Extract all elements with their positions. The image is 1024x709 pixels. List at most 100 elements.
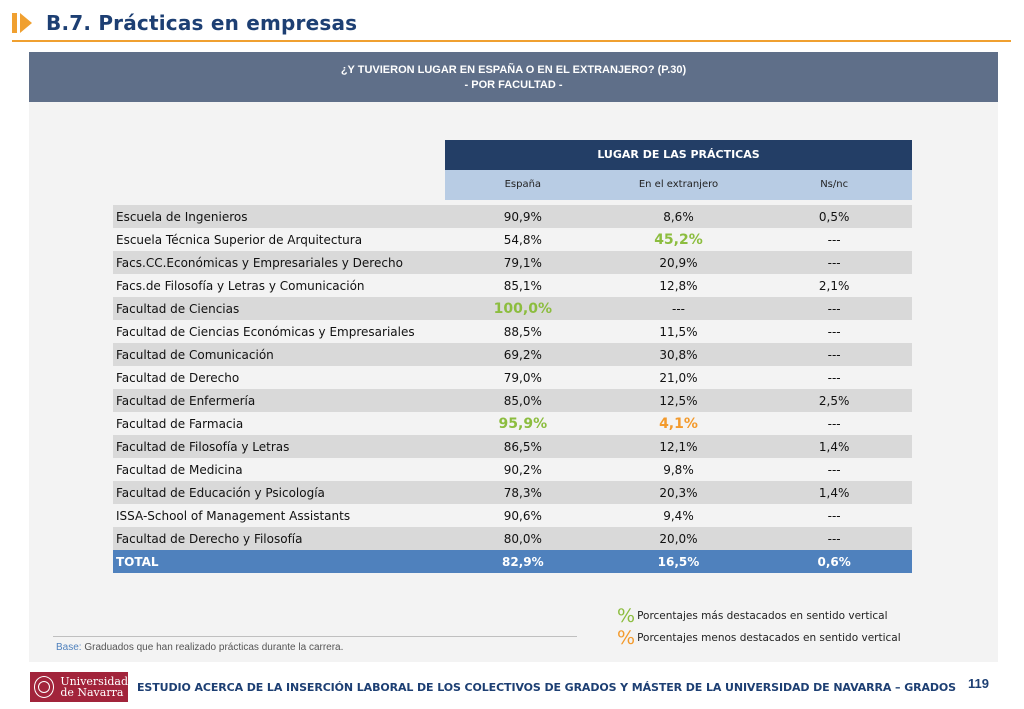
cell-value: 2,1% (818, 278, 850, 293)
cell-value: 69,2% (503, 347, 542, 362)
legend-high-label: Porcentajes más destacados en sentido ve… (637, 610, 888, 622)
total-label: TOTAL (116, 554, 159, 569)
cell-value: --- (827, 232, 841, 247)
column-header-espana: España (504, 179, 542, 190)
cell-value: --- (671, 301, 685, 316)
university-logo: Universidad de Navarra (30, 672, 128, 702)
cell-value: 85,0% (503, 393, 542, 408)
row-label: ISSA-School of Management Assistants (116, 508, 351, 523)
table-row: Facultad de Medicina 90,2% 9,8% --- (113, 458, 912, 481)
column-header-extranjero: En el extranjero (638, 179, 719, 190)
row-label: Facs.de Filosofía y Letras y Comunicació… (116, 278, 365, 293)
cell-value: 85,1% (503, 278, 542, 293)
cell-value: 95,9% (498, 415, 548, 432)
cell-value: --- (827, 531, 841, 546)
table-row: Facultad de Farmacia 95,9% 4,1% --- (113, 412, 912, 435)
legend-item-high: % Porcentajes más destacados en sentido … (617, 605, 901, 627)
cell-value: 79,1% (503, 255, 542, 270)
cell-value: 4,1% (659, 415, 698, 432)
table-row: Facs.CC.Económicas y Empresariales y Der… (113, 251, 912, 274)
table-row: Facultad de Filosofía y Letras 86,5% 12,1%… (113, 435, 912, 458)
table-row: ISSA-School of Management Assistants 90,6… (113, 504, 912, 527)
column-header-nsnc: Ns/nc (820, 179, 849, 190)
cell-value: 30,8% (659, 347, 698, 362)
cell-value: 54,8% (503, 232, 542, 247)
cell-value: 9,8% (663, 462, 694, 477)
cell-value: --- (827, 462, 841, 477)
table-row: Escuela Técnica Superior de Arquitectura… (113, 228, 912, 251)
cell-value: 90,6% (503, 508, 542, 523)
row-label: Facultad de Ciencias Económicas y Empres… (116, 324, 415, 339)
row-label: Escuela de Ingenieros (116, 209, 248, 224)
legend-item-low: % Porcentajes menos destacados en sentid… (617, 627, 901, 649)
row-label: Facultad de Derecho (116, 370, 240, 385)
cell-value: --- (827, 301, 841, 316)
cell-value: 100,0% (493, 300, 552, 317)
table-row: Facultad de Educación y Psicología 78,3% 2… (113, 481, 912, 504)
university-seal-icon (34, 676, 55, 698)
cell-value: 79,0% (503, 370, 542, 385)
logo-line-1: Universidad (60, 675, 128, 688)
page-number: 119 (968, 676, 989, 691)
cell-value: 1,4% (818, 485, 850, 500)
table-row: Facultad de Comunicación 69,2% 30,8% --- (113, 343, 912, 366)
row-label: Facultad de Filosofía y Letras (116, 439, 290, 454)
cell-value: 20,0% (659, 531, 698, 546)
page-header: B.7. Prácticas en empresas (12, 8, 357, 38)
cell-value: 11,5% (659, 324, 698, 339)
legend-low-label: Porcentajes menos destacados en sentido … (637, 632, 901, 644)
cell-value: 12,8% (659, 278, 698, 293)
cell-value: 8,6% (663, 209, 694, 224)
table-body: Escuela de Ingenieros 90,9% 8,6% 0,5% Escuel… (113, 205, 912, 573)
cell-value: 20,9% (659, 255, 698, 270)
chevron-right-icon (12, 11, 34, 35)
row-label: Facultad de Ciencias (116, 301, 240, 316)
row-label: Facultad de Educación y Psicología (116, 485, 325, 500)
logo-line-2: de Navarra (60, 686, 124, 699)
cell-value: 1,4% (818, 439, 850, 454)
row-label: Facultad de Comunicación (116, 347, 274, 362)
page-title: B.7. Prácticas en empresas (46, 11, 358, 35)
cell-value: 0,5% (818, 209, 850, 224)
table-group-header: LUGAR DE LAS PRÁCTICAS (445, 140, 912, 170)
cell-value: 21,0% (659, 370, 698, 385)
row-label: Facultad de Enfermería (116, 393, 256, 408)
total-value: 82,9% (502, 554, 544, 569)
cell-value: 78,3% (503, 485, 542, 500)
cell-value: 88,5% (503, 324, 542, 339)
cell-value: 12,1% (659, 439, 698, 454)
question-banner: ¿Y TUVIERON LUGAR EN ESPAÑA O EN EL EXTR… (29, 52, 998, 102)
percent-low-icon: % (617, 626, 636, 649)
cell-value: --- (827, 416, 841, 431)
row-label: Facultad de Farmacia (116, 416, 244, 431)
legend: % Porcentajes más destacados en sentido … (617, 605, 901, 649)
table-row: Facultad de Ciencias Económicas y Empres… (113, 320, 912, 343)
cell-value: 20,3% (659, 485, 698, 500)
table-row: Facultad de Derecho 79,0% 21,0% --- (113, 366, 912, 389)
cell-value: 86,5% (503, 439, 542, 454)
base-text: Graduados que han realizado prácticas du… (81, 642, 344, 653)
cell-value: 90,2% (503, 462, 542, 477)
cell-value: 45,2% (654, 231, 703, 248)
total-value: 0,6% (817, 554, 851, 569)
table-row: Facultad de Enfermería 85,0% 12,5% 2,5% (113, 389, 912, 412)
logo-text: Universidad de Navarra (60, 676, 128, 698)
table-row: Facs.de Filosofía y Letras y Comunicació… (113, 274, 912, 297)
question-subtitle: - POR FACULTAD - (464, 79, 563, 91)
total-row: TOTAL 82,9% 16,5% 0,6% (113, 550, 912, 573)
cell-value: 12,5% (659, 393, 698, 408)
row-label: Facultad de Derecho y Filosofía (116, 531, 303, 546)
cell-value: --- (827, 347, 841, 362)
table-column-headers: España En el extranjero Ns/nc (445, 170, 912, 200)
cell-value: --- (827, 370, 841, 385)
row-label: Escuela Técnica Superior de Arquitectura (116, 232, 363, 247)
row-label: Facs.CC.Económicas y Empresariales y Der… (116, 255, 403, 270)
table-row: Facultad de Ciencias 100,0% --- --- (113, 297, 912, 320)
cell-value: --- (827, 508, 841, 523)
row-label: Facultad de Medicina (116, 462, 243, 477)
header-divider (12, 40, 1011, 42)
base-label: Base: (56, 642, 82, 653)
cell-value: 80,0% (503, 531, 542, 546)
question-title: ¿Y TUVIERON LUGAR EN ESPAÑA O EN EL EXTR… (340, 64, 687, 76)
base-note: Base: Graduados que han realizado prácti… (56, 642, 343, 653)
